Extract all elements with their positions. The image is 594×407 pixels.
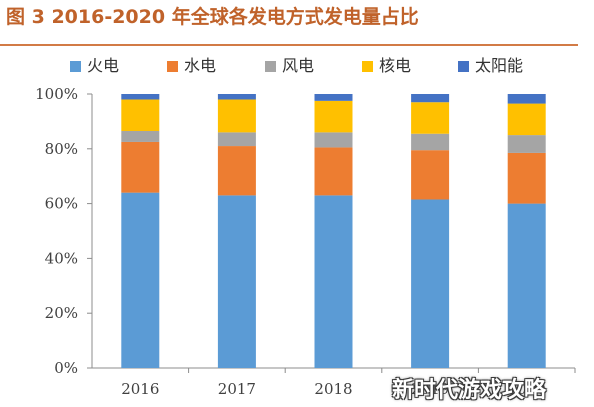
bar-segment: [507, 94, 546, 104]
legend-label: 火电: [87, 56, 119, 75]
y-tick-label: 60%: [45, 195, 78, 213]
legend: 火电 水电 风电 核电 太阳能: [70, 56, 523, 75]
chart-title: 图 3 2016-2020 年全球各发电方式发电量占比: [6, 6, 419, 28]
y-tick-label: 20%: [45, 304, 78, 322]
bar-segment: [121, 192, 160, 368]
bars: [121, 94, 546, 368]
x-tick-label: 2019: [411, 380, 449, 398]
bar-segment: [411, 150, 450, 200]
bar-segment: [411, 94, 450, 103]
bar-segment: [507, 203, 546, 368]
legend-swatch: [265, 61, 276, 72]
y-tick-label: 80%: [45, 140, 78, 158]
legend-swatch: [458, 61, 469, 72]
bar-segment: [507, 103, 546, 136]
bar-segment: [411, 199, 450, 368]
title-divider: [0, 44, 578, 46]
legend-swatch: [167, 61, 178, 72]
bar-segment: [217, 146, 256, 196]
bar-segment: [507, 152, 546, 204]
bar-segment: [314, 147, 353, 196]
legend-label: 太阳能: [475, 56, 523, 75]
bar-segment: [411, 102, 450, 134]
y-tick-label: 40%: [45, 249, 78, 267]
bar-segment: [314, 94, 353, 101]
y-tick-label: 100%: [35, 85, 78, 103]
watermark-text: 新时代游戏攻略: [392, 378, 547, 403]
x-tick-label: 2020: [508, 380, 546, 398]
bar-segment: [121, 130, 160, 142]
bar-segment: [411, 133, 450, 151]
bar-segment: [507, 135, 546, 153]
bar-segment: [314, 100, 353, 133]
bar-segment: [121, 141, 160, 193]
legend-label: 水电: [184, 56, 216, 75]
x-tick-label: 2016: [121, 380, 159, 398]
bar-segment: [217, 195, 256, 368]
bar-segment: [217, 132, 256, 147]
bar-segment: [217, 94, 256, 100]
x-tick-label: 2018: [314, 380, 352, 398]
bar-segment: [314, 132, 353, 148]
y-tick-label: 0%: [54, 359, 78, 377]
legend-label: 核电: [379, 56, 411, 75]
bar-segment: [121, 94, 160, 100]
x-tick-label: 2017: [218, 380, 256, 398]
bar-segment: [314, 195, 353, 368]
axes: 0% 20% 40% 60% 80% 100% 2016 2017 2018 2019 2020: [35, 85, 576, 398]
bar-segment: [121, 99, 160, 131]
legend-swatch: [362, 61, 373, 72]
legend-label: 风电: [282, 56, 314, 75]
bar-segment: [217, 99, 256, 133]
legend-swatch: [70, 61, 81, 72]
